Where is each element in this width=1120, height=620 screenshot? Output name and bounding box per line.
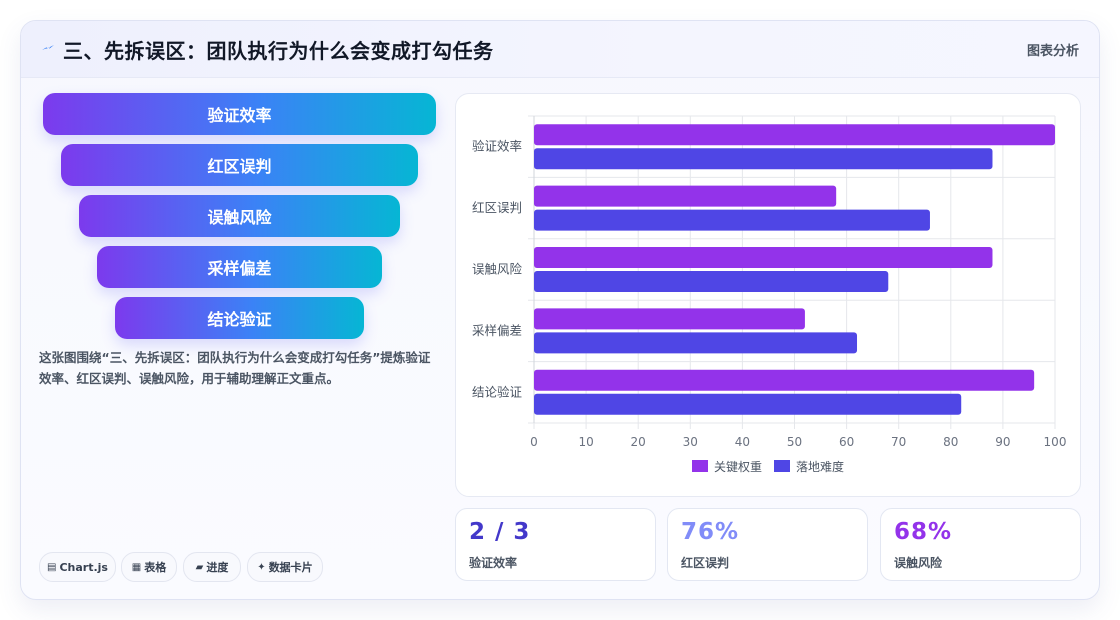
description-text: 这张图围绕“三、先拆误区：团队执行为什么会变成打勾任务”提炼验证效率、红区误判、… — [39, 350, 431, 386]
y-tick-label: 红区误判 — [472, 200, 522, 215]
chip-table[interactable]: ▦ 表格 — [121, 552, 177, 582]
kpi-label: 红区误判 — [681, 556, 730, 570]
chip-label: 表格 — [144, 561, 167, 574]
chip-data-cards[interactable]: ✦ 数据卡片 — [247, 552, 323, 582]
chart-analysis-tag: 图表分析 — [1026, 44, 1079, 59]
funnel-item[interactable]: 误触风险 — [79, 195, 400, 237]
legend-label: 关键权重 — [714, 460, 762, 474]
x-tick-label: 70 — [891, 435, 906, 449]
legend-swatch — [692, 460, 708, 472]
kpi-card: 76% 红区误判 — [667, 508, 868, 581]
header: 三、先拆误区：团队执行为什么会变成打勾任务 图表分析 — [21, 21, 1099, 78]
legend-label: 落地难度 — [796, 459, 844, 474]
funnel-item[interactable]: 验证效率 — [43, 93, 436, 135]
kpi-value: 2 / 3 — [469, 519, 531, 545]
x-tick-label: 30 — [683, 435, 698, 449]
spark-icon — [42, 45, 54, 50]
x-tick-label: 50 — [787, 435, 802, 449]
bar-chart: 0 10 20 30 40 50 60 70 80 90 100 验证效率红区误判误触风险采样偏差结论… — [472, 115, 1067, 474]
funnel-item[interactable]: 结论验证 — [115, 297, 364, 339]
page-title: 三、先拆误区：团队执行为什么会变成打勾任务 — [63, 39, 494, 63]
x-tick-label: 40 — [735, 435, 750, 449]
bar — [534, 332, 858, 354]
x-tick-label: 10 — [578, 435, 593, 449]
sparkle-icon: ✦ — [257, 561, 266, 573]
x-tick-label: 20 — [631, 435, 646, 449]
bar — [534, 247, 993, 268]
bar — [534, 185, 837, 207]
kpi-label: 验证效率 — [469, 556, 518, 570]
y-tick-label: 误触风险 — [472, 262, 523, 277]
chip-label: 进度 — [206, 561, 229, 574]
x-tick-label: 0 — [530, 435, 538, 449]
funnel-item[interactable]: 采样偏差 — [97, 246, 382, 288]
main-card: 三、先拆误区：团队执行为什么会变成打勾任务 图表分析 验证效率 红区误判 误触风… — [20, 20, 1100, 600]
kpi-card: 68% 误触风险 — [880, 508, 1081, 581]
bar — [534, 148, 993, 170]
grid-icon: ▦ — [131, 561, 142, 573]
bar — [534, 124, 1055, 146]
chip-label: 数据卡片 — [268, 561, 313, 574]
y-tick-label: 结论验证 — [472, 384, 523, 399]
kpi-value: 68% — [894, 519, 953, 545]
bar — [534, 209, 930, 231]
x-tick-label: 80 — [943, 435, 958, 449]
kpi-card: 2 / 3 验证效率 — [455, 508, 656, 581]
y-tick-label: 验证效率 — [472, 139, 522, 154]
chip-label: Chart.js — [59, 560, 108, 574]
table-icon: ▤ — [47, 561, 57, 573]
x-tick-label: 100 — [1044, 435, 1067, 449]
progress-icon: ▰ — [195, 561, 204, 573]
kpi-value: 76% — [681, 519, 740, 545]
chart-panel: 0 10 20 30 40 50 60 70 80 90 100 验证效率红区误判误触风险采样偏差结论… — [455, 93, 1081, 497]
y-tick-label: 采样偏差 — [472, 323, 522, 338]
bar — [534, 369, 1035, 391]
chip-chartjs[interactable]: ▤ Chart.js — [39, 552, 116, 582]
x-tick-label: 90 — [995, 435, 1010, 449]
bar — [534, 271, 889, 292]
kpi-label: 误触风险 — [894, 556, 943, 570]
x-tick-label: 60 — [839, 435, 854, 449]
legend-swatch — [774, 460, 790, 472]
bar — [534, 308, 805, 330]
bar — [534, 393, 962, 415]
funnel-item[interactable]: 红区误判 — [61, 144, 418, 186]
chip-progress[interactable]: ▰ 进度 — [183, 552, 241, 582]
